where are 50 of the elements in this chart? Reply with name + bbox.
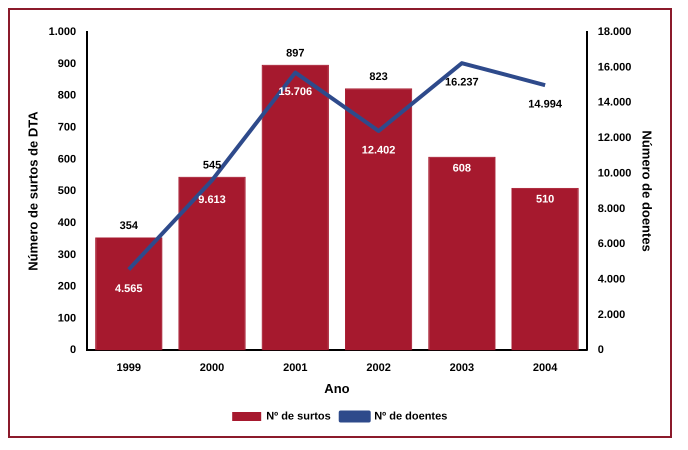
y-tick-label: 500 bbox=[58, 185, 76, 198]
x-tick-label: 2001 bbox=[283, 362, 308, 374]
bar bbox=[262, 64, 329, 350]
data-label: 12.402 bbox=[362, 144, 396, 156]
y-axis-title: Número de surtos de DTA bbox=[25, 110, 40, 271]
y-tick-label: 300 bbox=[58, 248, 76, 261]
y2-tick-label: 6.000 bbox=[598, 238, 626, 250]
y-tick-label: 100 bbox=[58, 312, 76, 324]
legend-label: Nº de surtos bbox=[266, 410, 331, 423]
y2-tick-label: 4.000 bbox=[598, 274, 626, 286]
legend-label: Nº de doentes bbox=[374, 410, 448, 423]
data-label: 897 bbox=[286, 47, 304, 60]
data-label: 14.994 bbox=[528, 98, 563, 111]
data-label: 823 bbox=[369, 70, 388, 83]
x-axis-title: Ano bbox=[324, 380, 350, 396]
y-tick-label: 600 bbox=[58, 153, 76, 166]
x-tick-label: 1999 bbox=[116, 362, 142, 374]
y-tick-label: 200 bbox=[58, 280, 76, 293]
data-label: 608 bbox=[452, 162, 472, 174]
bar bbox=[428, 156, 496, 350]
y-tick-label: 800 bbox=[58, 90, 76, 102]
y2-tick-label: 0 bbox=[598, 344, 604, 356]
x-tick-label: 2002 bbox=[366, 362, 391, 374]
y2-tick-label: 18.000 bbox=[598, 26, 632, 38]
y2-tick-label: 2.000 bbox=[598, 308, 626, 321]
data-label: 4.565 bbox=[114, 283, 143, 296]
y2-tick-label: 8.000 bbox=[598, 202, 626, 215]
bar bbox=[344, 88, 412, 350]
bar bbox=[95, 238, 162, 350]
y-tick-label: 900 bbox=[58, 58, 76, 70]
y2-tick-label: 14.000 bbox=[598, 96, 632, 109]
data-label: 15.706 bbox=[278, 86, 312, 98]
y-tick-label: 700 bbox=[58, 121, 76, 134]
y-tick-label: 1.000 bbox=[48, 26, 76, 38]
y2-axis-title: Número de doentes bbox=[640, 130, 655, 252]
data-label: 9.613 bbox=[198, 194, 226, 206]
y-tick-label: 0 bbox=[70, 344, 76, 356]
data-label: 354 bbox=[120, 220, 139, 232]
data-label: 545 bbox=[202, 159, 222, 172]
y2-tick-label: 12.000 bbox=[598, 132, 632, 144]
y2-tick-label: 10.000 bbox=[598, 167, 632, 180]
x-tick-label: 2003 bbox=[450, 362, 474, 374]
x-tick-label: 2000 bbox=[200, 362, 224, 374]
data-label: 510 bbox=[536, 193, 554, 206]
bar bbox=[178, 176, 246, 350]
data-label: 16.237 bbox=[445, 76, 479, 89]
y-tick-label: 400 bbox=[58, 216, 76, 229]
x-tick-label: 2004 bbox=[532, 362, 558, 374]
y2-tick-label: 16.000 bbox=[598, 61, 632, 74]
bar bbox=[512, 188, 579, 350]
